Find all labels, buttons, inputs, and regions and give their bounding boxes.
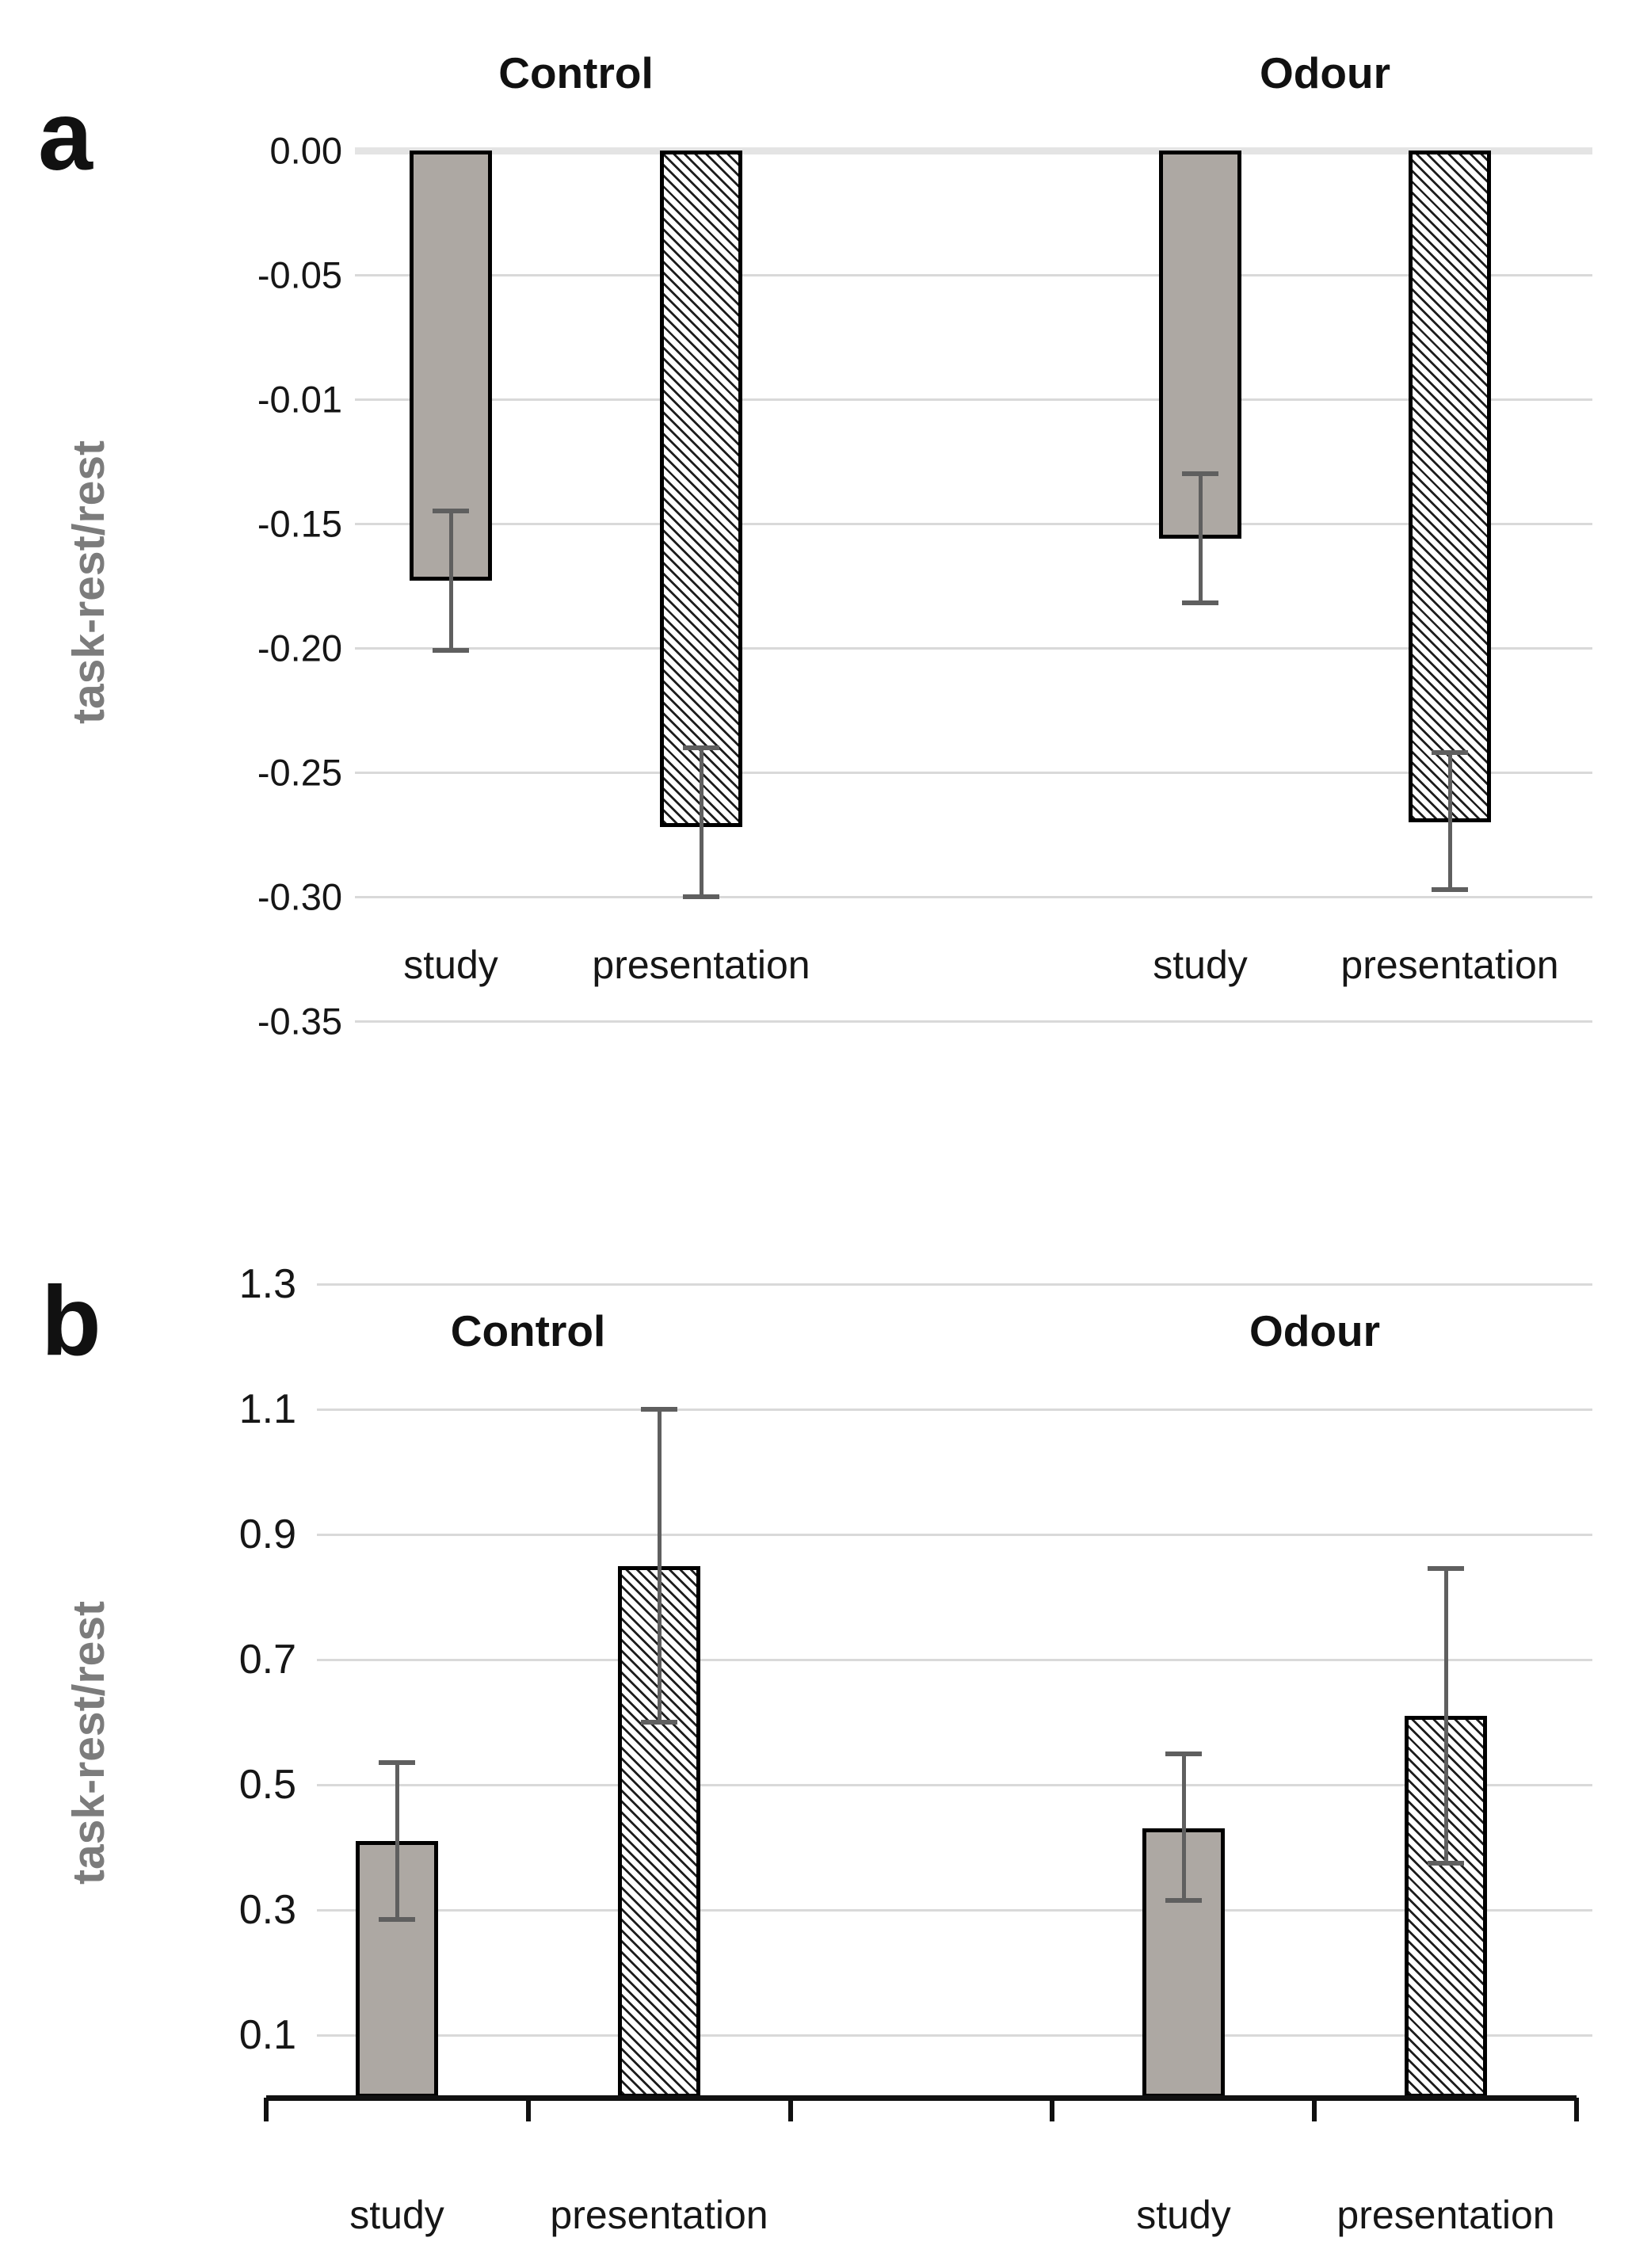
x-axis-tick	[1050, 2098, 1055, 2121]
category-label: study	[349, 2193, 444, 2237]
gridline	[317, 1908, 1592, 1912]
y-tick-label: 0.9	[238, 1511, 296, 1557]
error-bar-cap	[1428, 1860, 1464, 1866]
category-label: presentation	[1336, 2193, 1555, 2237]
category-label: study	[1153, 943, 1248, 987]
error-bar-line	[448, 511, 453, 651]
error-bar-cap	[1432, 886, 1468, 892]
panel-letter-a: a	[38, 82, 93, 191]
bar-odour-presentation	[1409, 151, 1491, 822]
category-label: study	[403, 943, 498, 987]
y-tick-label: -0.30	[257, 875, 342, 918]
gridline	[317, 1783, 1592, 1786]
gridline	[317, 1533, 1592, 1536]
gridline	[317, 1408, 1592, 1411]
error-bar-cap	[641, 1720, 677, 1725]
y-tick-label: 0.5	[238, 1762, 296, 1808]
gridline	[317, 2034, 1592, 2037]
error-bar-cap	[433, 509, 469, 514]
zero-gridline	[355, 147, 1592, 154]
y-tick-label: -0.35	[257, 1000, 342, 1043]
y-tick-label: -0.15	[257, 502, 342, 545]
y-tick-label: 1.3	[238, 1261, 296, 1307]
y-tick-label: -0.01	[257, 378, 342, 421]
category-label: study	[1136, 2193, 1231, 2237]
x-axis-tick	[1574, 2098, 1579, 2121]
gridline	[355, 895, 1592, 898]
error-bar-cap	[641, 1407, 677, 1412]
gridline	[355, 273, 1592, 276]
error-bar-cap	[1432, 749, 1468, 755]
category-label: presentation	[1340, 943, 1559, 987]
error-bar-cap	[1165, 1898, 1202, 1904]
group-title-odour: Odour	[1249, 1306, 1380, 1355]
group-title-odour: Odour	[1260, 48, 1390, 97]
gridline	[355, 771, 1592, 774]
panel-letter-b: b	[41, 1267, 101, 1376]
gridline	[355, 646, 1592, 650]
x-axis-tick	[787, 2098, 793, 2121]
x-axis-tick	[264, 2098, 269, 2121]
y-tick-label: 1.1	[238, 1386, 296, 1432]
y-tick-label: 0.00	[269, 129, 342, 172]
error-bar-cap	[379, 1916, 415, 1922]
error-bar-line	[1198, 474, 1203, 604]
y-tick-label: 0.1	[238, 2012, 296, 2058]
gridline	[317, 1658, 1592, 1661]
bar-control-presentation	[660, 151, 742, 828]
bar-control-presentation	[618, 1565, 700, 2098]
category-label: presentation	[550, 2193, 768, 2237]
error-bar-cap	[1428, 1566, 1464, 1572]
gridline	[355, 398, 1592, 401]
x-axis-tick	[525, 2098, 531, 2121]
error-bar-cap	[433, 648, 469, 654]
group-title-control: Control	[450, 1306, 606, 1355]
gridline	[355, 522, 1592, 525]
error-bar-cap	[1182, 471, 1218, 477]
category-label: presentation	[592, 943, 810, 987]
error-bar-cap	[379, 1760, 415, 1766]
y-tick-label: 0.7	[238, 1637, 296, 1683]
error-bar-line	[395, 1763, 399, 1919]
x-axis-line	[266, 2095, 1577, 2101]
error-bar-line	[699, 747, 703, 897]
gridline	[355, 1020, 1592, 1023]
error-bar-cap	[1182, 600, 1218, 606]
y-tick-label: -0.20	[257, 627, 342, 669]
error-bar-cap	[683, 745, 719, 750]
x-axis-tick	[1312, 2098, 1317, 2121]
error-bar-cap	[1165, 1751, 1202, 1756]
error-bar-line	[657, 1409, 662, 1722]
error-bar-line	[1443, 1569, 1448, 1863]
gridline	[317, 1283, 1592, 1286]
group-title-control: Control	[498, 48, 654, 97]
error-bar-line	[1181, 1753, 1186, 1901]
y-tick-label: 0.3	[238, 1887, 296, 1933]
y-tick-label: -0.25	[257, 751, 342, 794]
error-bar-line	[1447, 752, 1452, 890]
y-tick-label: -0.05	[257, 253, 342, 296]
error-bar-cap	[683, 894, 719, 899]
